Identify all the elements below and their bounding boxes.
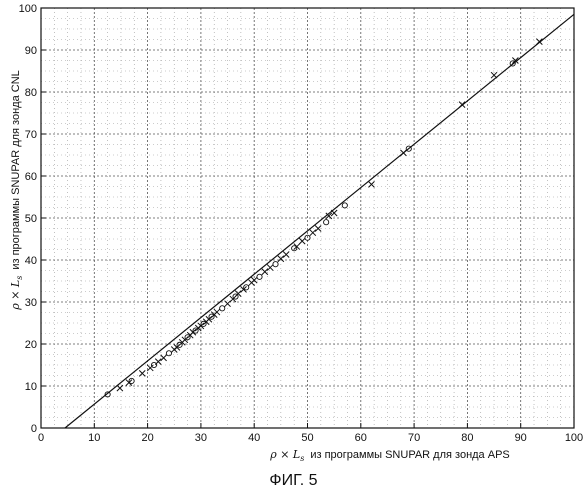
data-point (299, 238, 305, 244)
data-point (220, 306, 225, 311)
data-point (257, 274, 262, 279)
data-point (117, 385, 123, 391)
data-point (459, 102, 465, 108)
y-tick-label: 30 (25, 297, 37, 309)
x-tick-label: 40 (248, 432, 260, 444)
data-point (214, 309, 220, 315)
x-tick-label: 0 (38, 432, 44, 444)
data-point (267, 265, 273, 271)
data-point (536, 39, 542, 45)
x-tick-label: 70 (408, 432, 420, 444)
y-tick-label: 10 (25, 381, 37, 393)
x-axis-label: ρ × Ls из программы SNUPAR для зонда APS (269, 448, 510, 463)
y-tick-label: 50 (25, 213, 37, 225)
grid-lines (41, 8, 574, 428)
x-tick-label: 20 (141, 432, 153, 444)
x-tick-label: 100 (565, 432, 583, 444)
y-axis-label: ρ × Ls из программы SNUPAR для зонда CNL (9, 70, 24, 311)
data-point (331, 210, 337, 216)
data-point (147, 365, 153, 371)
y-tick-label: 90 (25, 45, 37, 57)
x-tick-label: 90 (515, 432, 527, 444)
scatter-chart: 0 10 20 30 40 50 60 70 80 90 100 0 10 20 30 40 50 60 70 80 9… (0, 0, 587, 470)
x-tick-label: 80 (461, 432, 473, 444)
data-point (315, 226, 321, 232)
y-axis-label-text: из программы SNUPAR для зонда CNL (10, 70, 22, 269)
x-tick-label: 10 (88, 432, 100, 444)
data-point (310, 230, 316, 236)
data-point (283, 252, 289, 258)
y-tick-label: 80 (25, 87, 37, 99)
fit-line (65, 14, 574, 428)
y-tick-label: 60 (25, 171, 37, 183)
data-point (139, 370, 145, 376)
data-point (342, 203, 347, 208)
x-tick-label: 50 (301, 432, 313, 444)
y-tick-label: 70 (25, 129, 37, 141)
data-point (129, 378, 134, 383)
y-tick-label: 0 (31, 423, 37, 435)
data-point (324, 220, 329, 225)
data-point (491, 72, 497, 78)
y-tick-label: 20 (25, 339, 37, 351)
y-axis-label-prefix: ρ × L (9, 280, 22, 311)
data-point (161, 355, 167, 361)
data-point (251, 277, 257, 283)
x-axis-label-text: из программы SNUPAR для зонда APS (310, 449, 509, 461)
x-tick-label: 30 (195, 432, 207, 444)
y-axis-label-subscript: s (15, 276, 24, 280)
x-axis-label-prefix: ρ × L (269, 448, 300, 461)
data-point (368, 181, 374, 187)
data-point (225, 301, 231, 307)
x-tick-label: 60 (355, 432, 367, 444)
y-tick-label: 100 (19, 3, 37, 15)
y-tick-label: 40 (25, 255, 37, 267)
data-point (400, 150, 406, 156)
data-point (262, 269, 268, 275)
x-axis-label-subscript: s (300, 454, 304, 463)
data-point (155, 359, 161, 365)
data-point (273, 262, 278, 267)
data-point (166, 351, 171, 356)
figure-caption: ФИГ. 5 (0, 472, 587, 490)
tick-labels: 0 10 20 30 40 50 60 70 80 90 100 0 10 20 30 40 50 60 70 80 9… (19, 3, 584, 444)
